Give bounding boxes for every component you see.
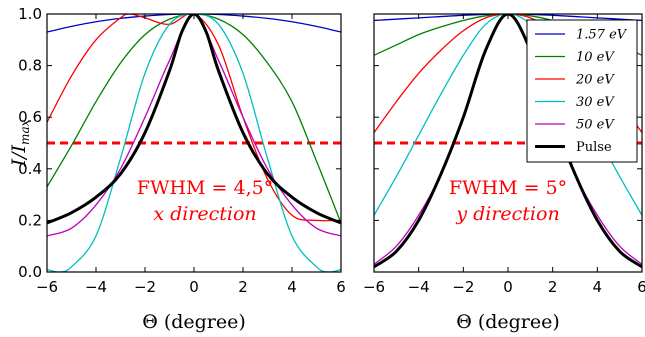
x-tick-label: 0 bbox=[503, 278, 513, 296]
x-tick-label: −4 bbox=[408, 278, 430, 296]
x-tick-label: 4 bbox=[593, 278, 603, 296]
legend-label: 10 eV bbox=[576, 50, 615, 65]
y-tick-label: 0.0 bbox=[18, 263, 42, 281]
x-tick-label: −6 bbox=[36, 278, 58, 296]
y-tick-label: 0.6 bbox=[18, 108, 42, 126]
y-tick-label: 0.8 bbox=[18, 57, 42, 75]
series-1-57-ev bbox=[47, 14, 341, 33]
legend: 1.57 eV 10 eV 20 eV 30 eV 50 eV Pulse bbox=[526, 19, 638, 163]
series-50-ev bbox=[47, 14, 341, 237]
series-pulse bbox=[374, 14, 642, 269]
annotation-fwhm: FWHM = 4,5° bbox=[137, 177, 273, 199]
x-axis-title: Θ (degree) bbox=[456, 311, 560, 333]
series-pulse bbox=[47, 14, 341, 225]
legend-label: 30 eV bbox=[576, 95, 615, 110]
ticks-y-panel: −6 −4 −2 0 2 4 6 bbox=[363, 13, 645, 296]
x-tick-label: 4 bbox=[287, 278, 297, 296]
y-axis-title-main: I/I bbox=[8, 144, 30, 167]
legend-label: 1.57 eV bbox=[576, 28, 628, 43]
x-tick-label: 6 bbox=[637, 278, 645, 296]
x-tick-label: −2 bbox=[452, 278, 474, 296]
curves-x bbox=[47, 14, 341, 272]
annotation-direction: x direction bbox=[153, 203, 256, 225]
x-tick-label: 2 bbox=[548, 278, 558, 296]
x-tick-label: 6 bbox=[336, 278, 346, 296]
series-30-ev bbox=[47, 14, 341, 272]
legend-label: Pulse bbox=[576, 140, 612, 155]
series-50-ev bbox=[374, 14, 642, 265]
legend-box bbox=[526, 19, 638, 163]
x-tick-label: −6 bbox=[363, 278, 385, 296]
x-tick-label: −4 bbox=[85, 278, 107, 296]
y-axis-title-sub: max bbox=[18, 119, 32, 145]
x-tick-label: 0 bbox=[189, 278, 199, 296]
legend-label: 20 eV bbox=[575, 73, 615, 88]
panel-y-direction: −6 −4 −2 0 2 4 6 FWHM = 5° y direction Θ (degr… bbox=[363, 13, 645, 333]
y-tick-label: 0.4 bbox=[18, 160, 42, 178]
x-tick-label: 2 bbox=[238, 278, 248, 296]
ticks-x-panel: −6 −4 −2 0 2 4 6 0.0 0.2 0.4 0.6 0.8 1.0 bbox=[18, 5, 346, 296]
panel-x-direction: −6 −4 −2 0 2 4 6 0.0 0.2 0.4 0.6 0.8 1.0 FWHM = 4,5°… bbox=[8, 5, 346, 333]
x-axis-title: Θ (degree) bbox=[142, 311, 246, 333]
y-tick-label: 0.2 bbox=[18, 211, 42, 229]
x-tick-label: −2 bbox=[134, 278, 156, 296]
series-20-ev bbox=[47, 14, 341, 222]
annotation-direction: y direction bbox=[455, 203, 559, 225]
legend-label: 50 eV bbox=[576, 118, 615, 133]
annotation-fwhm: FWHM = 5° bbox=[449, 177, 567, 199]
y-tick-label: 1.0 bbox=[18, 5, 42, 23]
y-axis-title: I/Imax bbox=[8, 119, 32, 167]
